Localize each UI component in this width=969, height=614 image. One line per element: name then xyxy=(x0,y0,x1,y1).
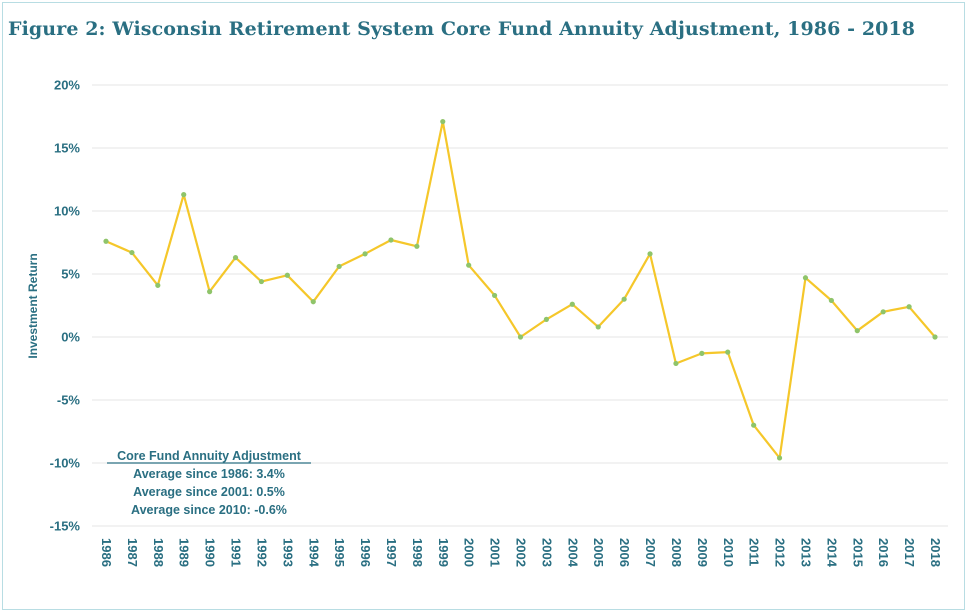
x-tick-label: 1993 xyxy=(280,538,295,567)
legend-heading: Core Fund Annuity Adjustment xyxy=(117,449,302,463)
x-tick-label: 2009 xyxy=(695,538,710,567)
data-point xyxy=(362,251,368,257)
x-tick-label: 2011 xyxy=(747,538,762,566)
data-point xyxy=(258,278,265,285)
y-tick-label: 20% xyxy=(54,78,80,93)
data-point xyxy=(181,192,187,198)
data-point xyxy=(776,455,783,461)
data-point xyxy=(543,316,550,322)
data-point xyxy=(388,237,394,243)
x-tick-label: 1991 xyxy=(229,538,244,567)
y-axis-ticks: 20% 15% 10% 5% 0% -5% -10% -15% xyxy=(50,78,81,534)
x-tick-label: 2018 xyxy=(928,538,943,567)
data-point xyxy=(854,328,860,334)
x-tick-label: 2006 xyxy=(617,538,632,567)
annuity-legend: Core Fund Annuity Adjustment Average sin… xyxy=(107,449,311,517)
data-point xyxy=(699,350,705,356)
data-point xyxy=(595,324,601,330)
data-point xyxy=(232,255,239,261)
x-tick-label: 2001 xyxy=(488,538,503,567)
y-tick-label: 5% xyxy=(61,267,80,282)
x-tick-label: 2004 xyxy=(565,538,580,568)
x-tick-label: 1997 xyxy=(384,538,399,567)
y-tick-label: 15% xyxy=(54,141,80,156)
data-point xyxy=(414,243,420,249)
y-tick-label: -5% xyxy=(57,393,81,408)
data-point xyxy=(673,360,679,367)
x-tick-label: 1986 xyxy=(99,538,114,567)
x-tick-label: 1995 xyxy=(332,538,347,567)
legend-line-2010: Average since 2010: -0.6% xyxy=(131,503,287,517)
data-point xyxy=(284,272,290,278)
data-point xyxy=(802,275,809,281)
x-tick-label: 1998 xyxy=(410,538,425,567)
x-tick-label: 2008 xyxy=(669,538,684,567)
figure-title: Figure 2: Wisconsin Retirement System Co… xyxy=(8,18,916,40)
x-tick-label: 2005 xyxy=(591,538,606,567)
data-point xyxy=(725,349,731,355)
x-tick-label: 2002 xyxy=(514,538,529,567)
y-tick-label: -10% xyxy=(50,456,81,471)
y-tick-label: -15% xyxy=(50,519,81,534)
x-tick-label: 1990 xyxy=(203,538,218,567)
legend-line-1986: Average since 1986: 3.4% xyxy=(133,467,285,481)
x-tick-label: 2017 xyxy=(902,538,917,567)
data-point xyxy=(103,238,109,244)
x-tick-label: 2016 xyxy=(876,538,891,567)
data-point xyxy=(491,292,498,299)
data-point xyxy=(155,282,161,288)
x-tick-label: 2010 xyxy=(721,538,736,567)
grid-lines xyxy=(92,84,948,527)
data-point xyxy=(880,309,886,315)
data-point xyxy=(336,263,342,270)
x-tick-label: 2013 xyxy=(798,538,813,567)
x-tick-label: 2003 xyxy=(539,538,554,567)
y-tick-label: 0% xyxy=(61,330,80,345)
x-tick-label: 2015 xyxy=(850,538,865,567)
x-tick-label: 2007 xyxy=(643,538,658,567)
data-point xyxy=(517,334,524,340)
data-point xyxy=(906,304,912,310)
legend-line-2001: Average since 2001: 0.5% xyxy=(133,485,285,499)
x-tick-label: 2000 xyxy=(462,538,477,567)
y-tick-label: 10% xyxy=(54,204,80,219)
y-axis-label: Investment Return xyxy=(26,253,40,358)
x-tick-label: 1987 xyxy=(125,538,140,567)
x-tick-label: 1989 xyxy=(177,538,192,567)
data-point xyxy=(310,299,316,305)
x-tick-label: 2012 xyxy=(773,538,788,567)
data-point xyxy=(828,297,834,304)
x-tick-label: 2014 xyxy=(824,538,839,568)
series-investment-return xyxy=(103,118,938,461)
data-point xyxy=(466,262,472,268)
data-point xyxy=(647,251,653,257)
series-line xyxy=(105,120,936,460)
data-point xyxy=(207,289,213,295)
x-tick-label: 1988 xyxy=(151,538,166,567)
x-tick-label: 1992 xyxy=(254,538,269,567)
x-tick-label: 1996 xyxy=(358,538,373,567)
data-point xyxy=(751,422,757,428)
data-point xyxy=(129,249,135,256)
x-axis-ticks: 1986 1987 1988 1989 1990 1991 1992 1993 1994 1995… xyxy=(99,538,943,568)
data-point xyxy=(569,301,575,307)
data-point xyxy=(440,118,446,125)
data-point xyxy=(621,296,627,302)
x-tick-label: 1999 xyxy=(436,538,451,567)
x-tick-label: 1994 xyxy=(306,538,321,568)
data-point xyxy=(932,334,938,340)
